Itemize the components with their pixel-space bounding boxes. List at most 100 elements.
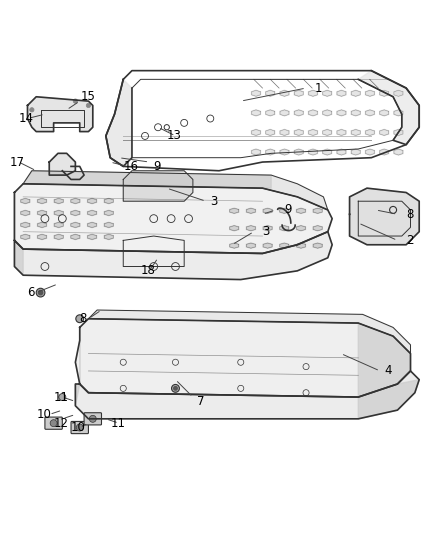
Polygon shape	[323, 90, 332, 96]
Polygon shape	[88, 235, 97, 239]
Polygon shape	[263, 208, 272, 213]
Polygon shape	[247, 208, 255, 213]
Polygon shape	[71, 211, 80, 215]
Polygon shape	[380, 149, 389, 155]
Text: 10: 10	[71, 421, 86, 434]
Polygon shape	[75, 327, 80, 406]
Text: 9: 9	[154, 160, 161, 173]
Polygon shape	[247, 225, 255, 231]
Circle shape	[50, 419, 57, 426]
Circle shape	[76, 424, 83, 431]
Polygon shape	[21, 211, 30, 215]
Text: 4: 4	[385, 365, 392, 377]
Polygon shape	[104, 222, 113, 228]
Polygon shape	[21, 198, 30, 204]
FancyBboxPatch shape	[84, 413, 102, 425]
Text: 1: 1	[315, 82, 322, 94]
Polygon shape	[88, 310, 410, 353]
Polygon shape	[247, 243, 255, 248]
Polygon shape	[263, 225, 272, 231]
Polygon shape	[380, 110, 389, 116]
Polygon shape	[351, 110, 360, 116]
Circle shape	[36, 288, 45, 297]
Text: 3: 3	[210, 195, 218, 208]
Polygon shape	[323, 130, 332, 135]
Polygon shape	[297, 243, 305, 248]
Polygon shape	[266, 90, 275, 96]
Text: 10: 10	[36, 408, 51, 421]
Polygon shape	[280, 110, 289, 116]
Text: 8: 8	[406, 208, 413, 221]
Text: 14: 14	[19, 112, 34, 125]
Polygon shape	[365, 110, 374, 116]
Polygon shape	[380, 90, 389, 96]
Text: 11: 11	[110, 417, 125, 430]
Circle shape	[172, 384, 180, 392]
Polygon shape	[337, 110, 346, 116]
Polygon shape	[280, 149, 289, 155]
Text: 7: 7	[197, 395, 205, 408]
Circle shape	[89, 415, 96, 422]
Polygon shape	[394, 130, 403, 135]
Text: 11: 11	[53, 391, 69, 403]
Polygon shape	[294, 90, 303, 96]
Polygon shape	[75, 371, 419, 419]
Polygon shape	[251, 130, 261, 135]
Polygon shape	[294, 149, 303, 155]
Polygon shape	[23, 171, 328, 210]
Polygon shape	[263, 243, 272, 248]
FancyBboxPatch shape	[45, 417, 62, 429]
Polygon shape	[280, 130, 289, 135]
Polygon shape	[266, 130, 275, 135]
Text: 17: 17	[10, 156, 25, 168]
Polygon shape	[313, 208, 322, 213]
Polygon shape	[230, 225, 239, 231]
Polygon shape	[104, 211, 113, 215]
Polygon shape	[280, 243, 289, 248]
Polygon shape	[351, 90, 360, 96]
Text: 2: 2	[406, 234, 413, 247]
Polygon shape	[251, 149, 261, 155]
Polygon shape	[380, 130, 389, 135]
Polygon shape	[88, 211, 97, 215]
Polygon shape	[230, 208, 239, 213]
Polygon shape	[23, 171, 271, 188]
Text: 8: 8	[80, 312, 87, 325]
Polygon shape	[14, 232, 332, 279]
Polygon shape	[71, 198, 80, 204]
Polygon shape	[28, 97, 93, 132]
Polygon shape	[38, 211, 46, 215]
Polygon shape	[14, 192, 23, 275]
Circle shape	[86, 103, 91, 108]
Polygon shape	[104, 198, 113, 204]
Polygon shape	[266, 110, 275, 116]
Polygon shape	[350, 188, 419, 245]
Polygon shape	[351, 149, 360, 155]
Polygon shape	[71, 235, 80, 239]
Polygon shape	[14, 184, 332, 254]
Polygon shape	[280, 208, 289, 213]
Polygon shape	[38, 235, 46, 239]
Polygon shape	[104, 235, 113, 239]
Polygon shape	[230, 243, 239, 248]
Circle shape	[174, 386, 177, 390]
Polygon shape	[280, 225, 289, 231]
Polygon shape	[266, 149, 275, 155]
Circle shape	[73, 99, 78, 103]
Polygon shape	[294, 130, 303, 135]
Text: 3: 3	[262, 225, 270, 238]
Polygon shape	[21, 235, 30, 239]
Text: 15: 15	[81, 90, 96, 103]
Polygon shape	[251, 90, 261, 96]
Polygon shape	[75, 319, 410, 397]
Polygon shape	[351, 130, 360, 135]
Polygon shape	[394, 149, 403, 155]
Polygon shape	[88, 222, 97, 228]
Polygon shape	[88, 198, 97, 204]
Polygon shape	[21, 222, 30, 228]
Polygon shape	[38, 222, 46, 228]
Text: 13: 13	[167, 130, 182, 142]
Polygon shape	[394, 110, 403, 116]
Polygon shape	[38, 198, 46, 204]
Text: 16: 16	[123, 160, 138, 173]
